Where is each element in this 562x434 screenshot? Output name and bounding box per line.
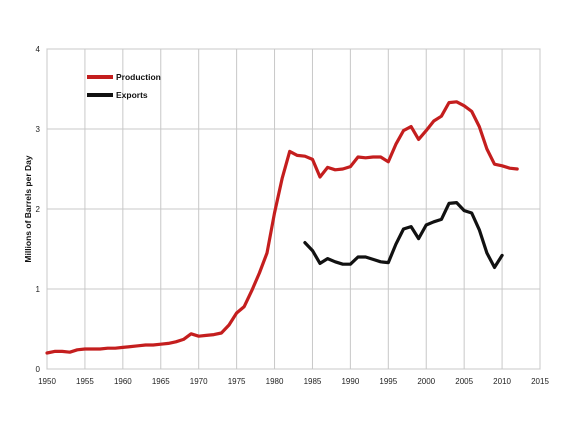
x-tick-label: 2000 bbox=[417, 377, 435, 386]
series-line-production bbox=[45, 100, 519, 355]
x-tick-label: 1995 bbox=[379, 377, 397, 386]
y-tick-labels: 0 1 2 3 4 bbox=[36, 45, 41, 374]
x-tick-label: 1955 bbox=[76, 377, 94, 386]
x-tick-label: 1965 bbox=[152, 377, 170, 386]
series-line-exports bbox=[303, 201, 504, 269]
legend-label-exports: Exports bbox=[116, 90, 148, 100]
x-tick-label: 2005 bbox=[455, 377, 473, 386]
y-tick-label: 2 bbox=[36, 205, 41, 214]
x-tick-label: 1950 bbox=[38, 377, 56, 386]
legend: Production Exports bbox=[87, 72, 161, 100]
x-tick-label: 1975 bbox=[228, 377, 246, 386]
y-axis-label: Millions of Barrels per Day bbox=[23, 155, 33, 262]
y-tick-label: 3 bbox=[36, 125, 41, 134]
x-tick-label: 2010 bbox=[493, 377, 511, 386]
x-tick-label: 1960 bbox=[114, 377, 132, 386]
x-tick-label: 1970 bbox=[190, 377, 208, 386]
x-tick-label: 1985 bbox=[304, 377, 322, 386]
y-tick-label: 4 bbox=[36, 45, 41, 54]
x-tick-label: 1990 bbox=[341, 377, 359, 386]
grid bbox=[46, 48, 541, 370]
y-tick-label: 0 bbox=[36, 365, 41, 374]
series-lines bbox=[45, 100, 519, 355]
legend-label-production: Production bbox=[116, 72, 161, 82]
x-tick-label: 2015 bbox=[531, 377, 549, 386]
y-tick-label: 1 bbox=[36, 285, 41, 294]
x-tick-label: 1980 bbox=[266, 377, 284, 386]
x-tick-labels: 1950 1955 1960 1965 1970 1975 1980 1985 1990 1995… bbox=[38, 377, 549, 386]
